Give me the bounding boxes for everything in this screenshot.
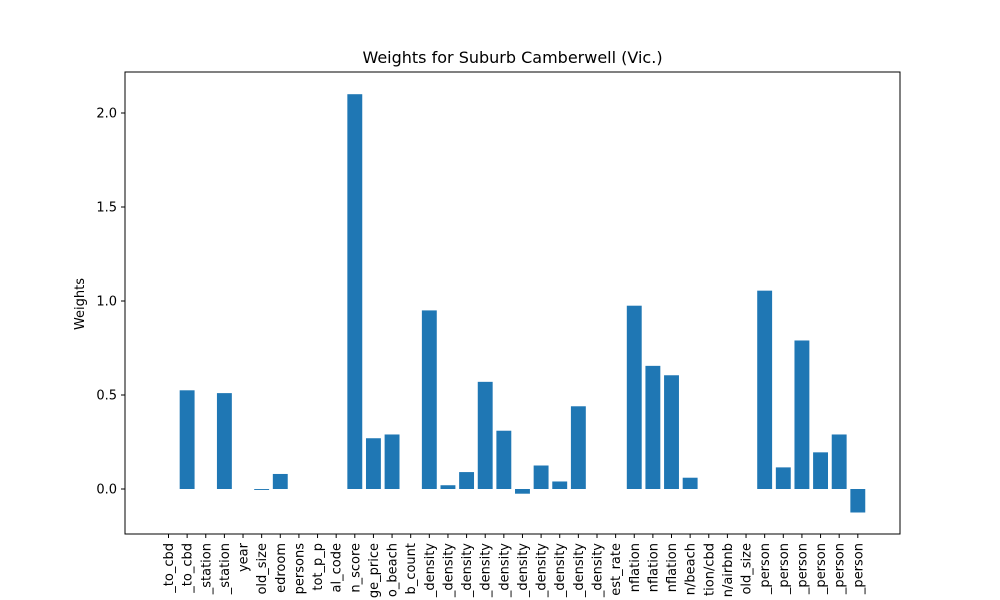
bar-11 <box>365 438 381 489</box>
y-axis: 0.0 0.5 1.0 1.5 2.0 <box>96 107 125 498</box>
x-tick-label-1: _to_cbd <box>181 543 196 594</box>
bar-5 <box>254 489 270 490</box>
x-tick-label-34: _person <box>795 543 810 595</box>
x-tick-label-37: _person <box>851 543 866 595</box>
x-tick-label-12: o_beach <box>386 543 401 597</box>
bar-14 <box>421 310 437 489</box>
x-tick-label-19: _density <box>516 543 531 598</box>
bar-15 <box>440 485 456 489</box>
x-tick-label-0: _to_cbd <box>162 543 177 594</box>
bar-12 <box>384 434 400 489</box>
x-tick-label-13: b_count <box>404 543 419 594</box>
bar-33 <box>775 467 791 489</box>
x-tick-label-3: _station <box>218 543 233 595</box>
x-tick-label-32: _person <box>758 543 773 595</box>
bar-35 <box>813 452 828 489</box>
bar-18 <box>496 430 512 489</box>
bar-37 <box>850 489 866 513</box>
x-tick-label-16: _density <box>460 543 475 598</box>
bar-19 <box>515 489 530 494</box>
x-tick-label-21: _density <box>553 543 568 598</box>
bar-10 <box>347 94 363 489</box>
bar-36 <box>831 434 847 489</box>
x-tick-label-35: _person <box>814 543 829 595</box>
x-tick-label-11: ge_price <box>367 543 382 598</box>
x-tick-label-27: nflation <box>665 543 680 592</box>
y-axis-label: Weights <box>73 278 88 330</box>
x-tick-label-26: nflation <box>646 543 661 592</box>
x-tick-label-36: _person <box>833 543 848 595</box>
x-tick-label-8: tot_p_p <box>311 543 326 591</box>
x-tick-label-20: _density <box>535 543 550 598</box>
chart-title: Weights for Suburb Camberwell (Vic.) <box>362 48 662 67</box>
bar-22 <box>570 406 586 489</box>
y-tick-label-1: 0.5 <box>96 389 117 404</box>
bar-16 <box>459 472 475 489</box>
x-tick-label-33: _person <box>777 543 792 595</box>
x-tick-label-9: al_code <box>330 543 345 592</box>
x-tick-label-4: year <box>237 542 252 572</box>
x-tick-label-23: _density <box>590 543 605 598</box>
x-tick-label-22: _density <box>572 543 587 598</box>
x-tick-label-7: persons <box>292 543 307 595</box>
bar-25 <box>626 305 642 489</box>
x-tick-label-24: est_rate <box>609 543 624 596</box>
bar-20 <box>533 465 549 489</box>
x-tick-label-6: edroom <box>274 543 289 593</box>
x-tick-label-15: _density <box>441 543 456 598</box>
bar-34 <box>794 340 810 489</box>
bar-32 <box>757 290 773 489</box>
x-axis: _to_cbd _to_cbd _station _station year old_si… <box>162 534 866 598</box>
x-tick-label-14: _density <box>423 543 438 598</box>
bar-17 <box>477 381 493 489</box>
bar-28 <box>682 477 698 489</box>
y-tick-label-3: 1.5 <box>96 201 117 216</box>
plot-frame <box>124 71 901 535</box>
x-tick-label-17: _density <box>479 543 494 598</box>
y-tick-label-0: 0.0 <box>96 483 117 498</box>
y-tick-label-2: 1.0 <box>96 295 117 310</box>
x-tick-label-2: _station <box>199 543 214 595</box>
x-tick-label-5: old_size <box>255 543 270 595</box>
bar-26 <box>645 365 661 489</box>
x-tick-label-31: old_size <box>740 543 755 595</box>
x-tick-label-10: n_score <box>348 543 363 593</box>
x-tick-label-28: n/beach <box>684 543 699 595</box>
x-tick-label-30: n/airbnb <box>721 543 736 597</box>
bar-27 <box>664 375 679 489</box>
x-tick-label-29: tion/cbd <box>702 543 717 596</box>
x-tick-label-25: nflation <box>628 543 643 592</box>
bar-21 <box>552 481 568 489</box>
y-tick-label-4: 2.0 <box>96 107 117 122</box>
bar-6 <box>272 473 288 489</box>
bar-3 <box>216 393 232 489</box>
x-tick-label-18: _density <box>497 543 512 598</box>
bars-group <box>179 94 866 513</box>
bar-1 <box>179 390 195 489</box>
